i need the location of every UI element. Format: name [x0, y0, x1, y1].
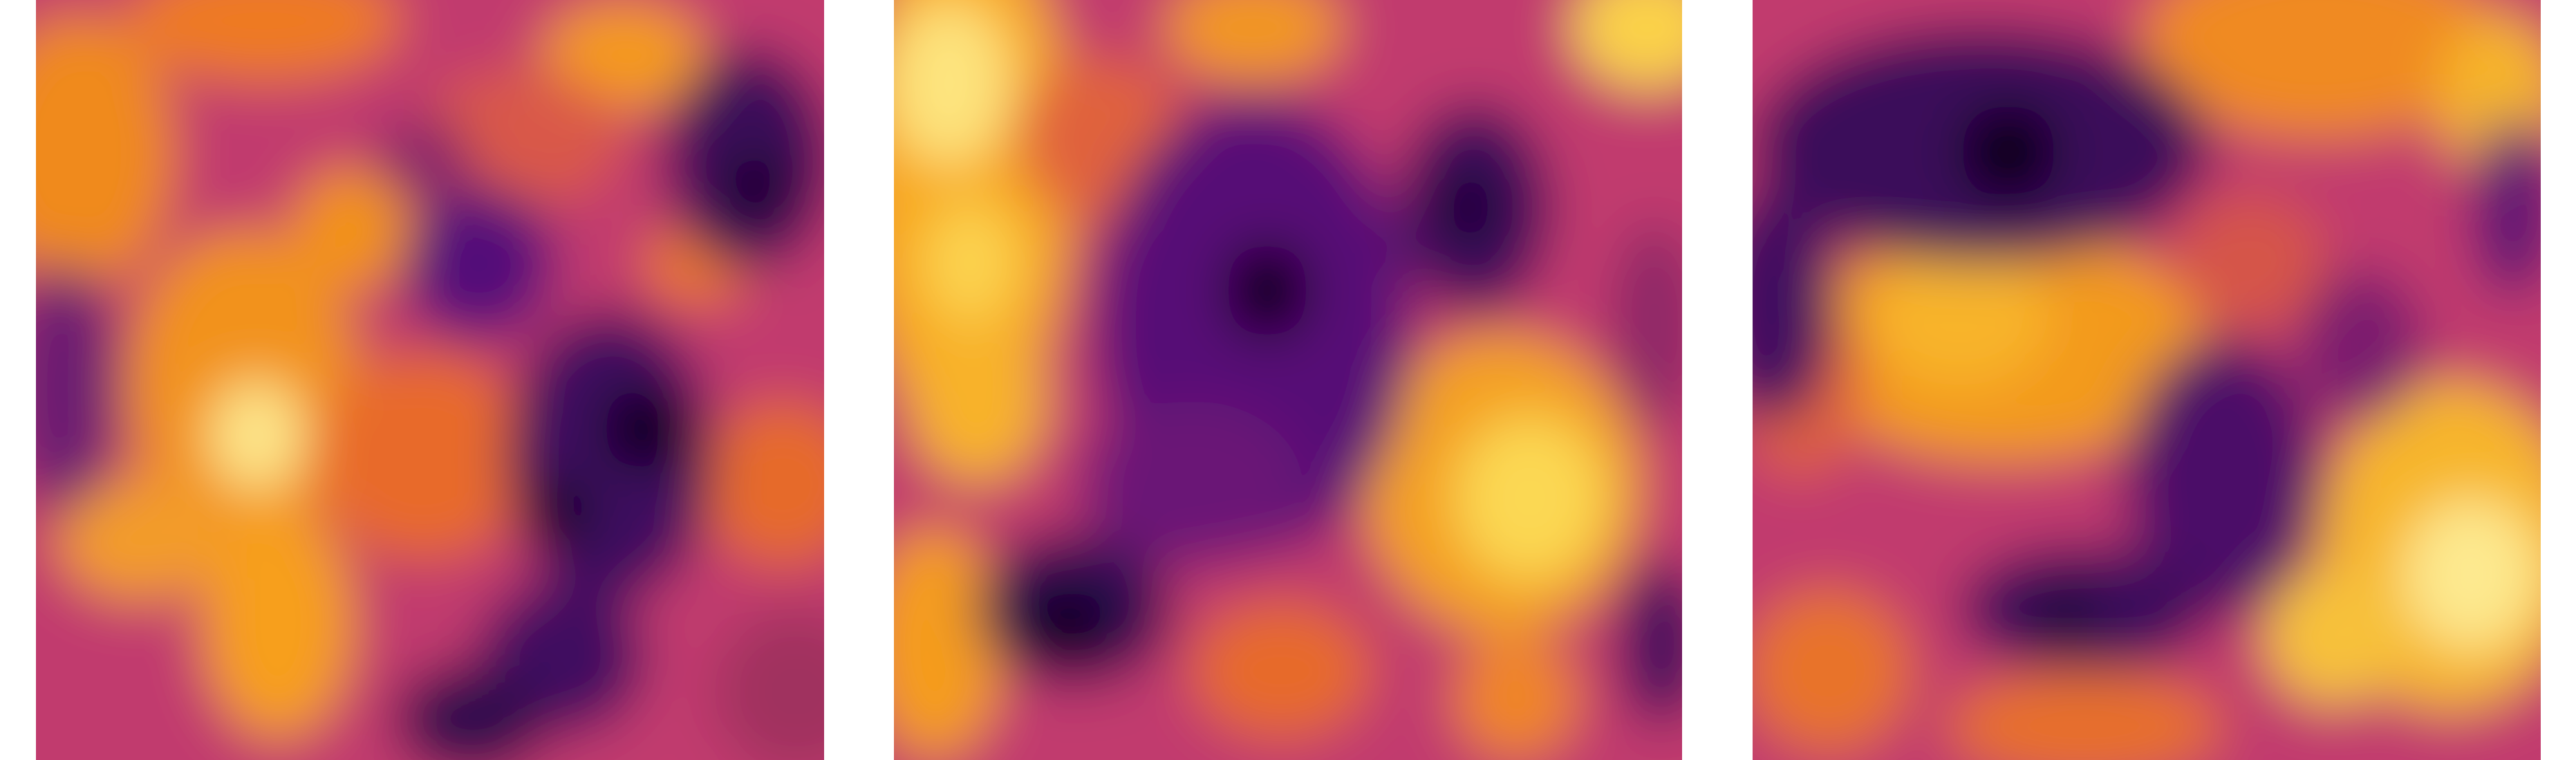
heatmap-panel-middle — [894, 0, 1682, 760]
heatmap-image-middle — [894, 0, 1682, 760]
heatmap-image-right — [1753, 0, 2541, 760]
heatmap-panel-right — [1753, 0, 2541, 760]
heatmap-image-left — [36, 0, 824, 760]
heatmap-panel-left — [36, 0, 824, 760]
